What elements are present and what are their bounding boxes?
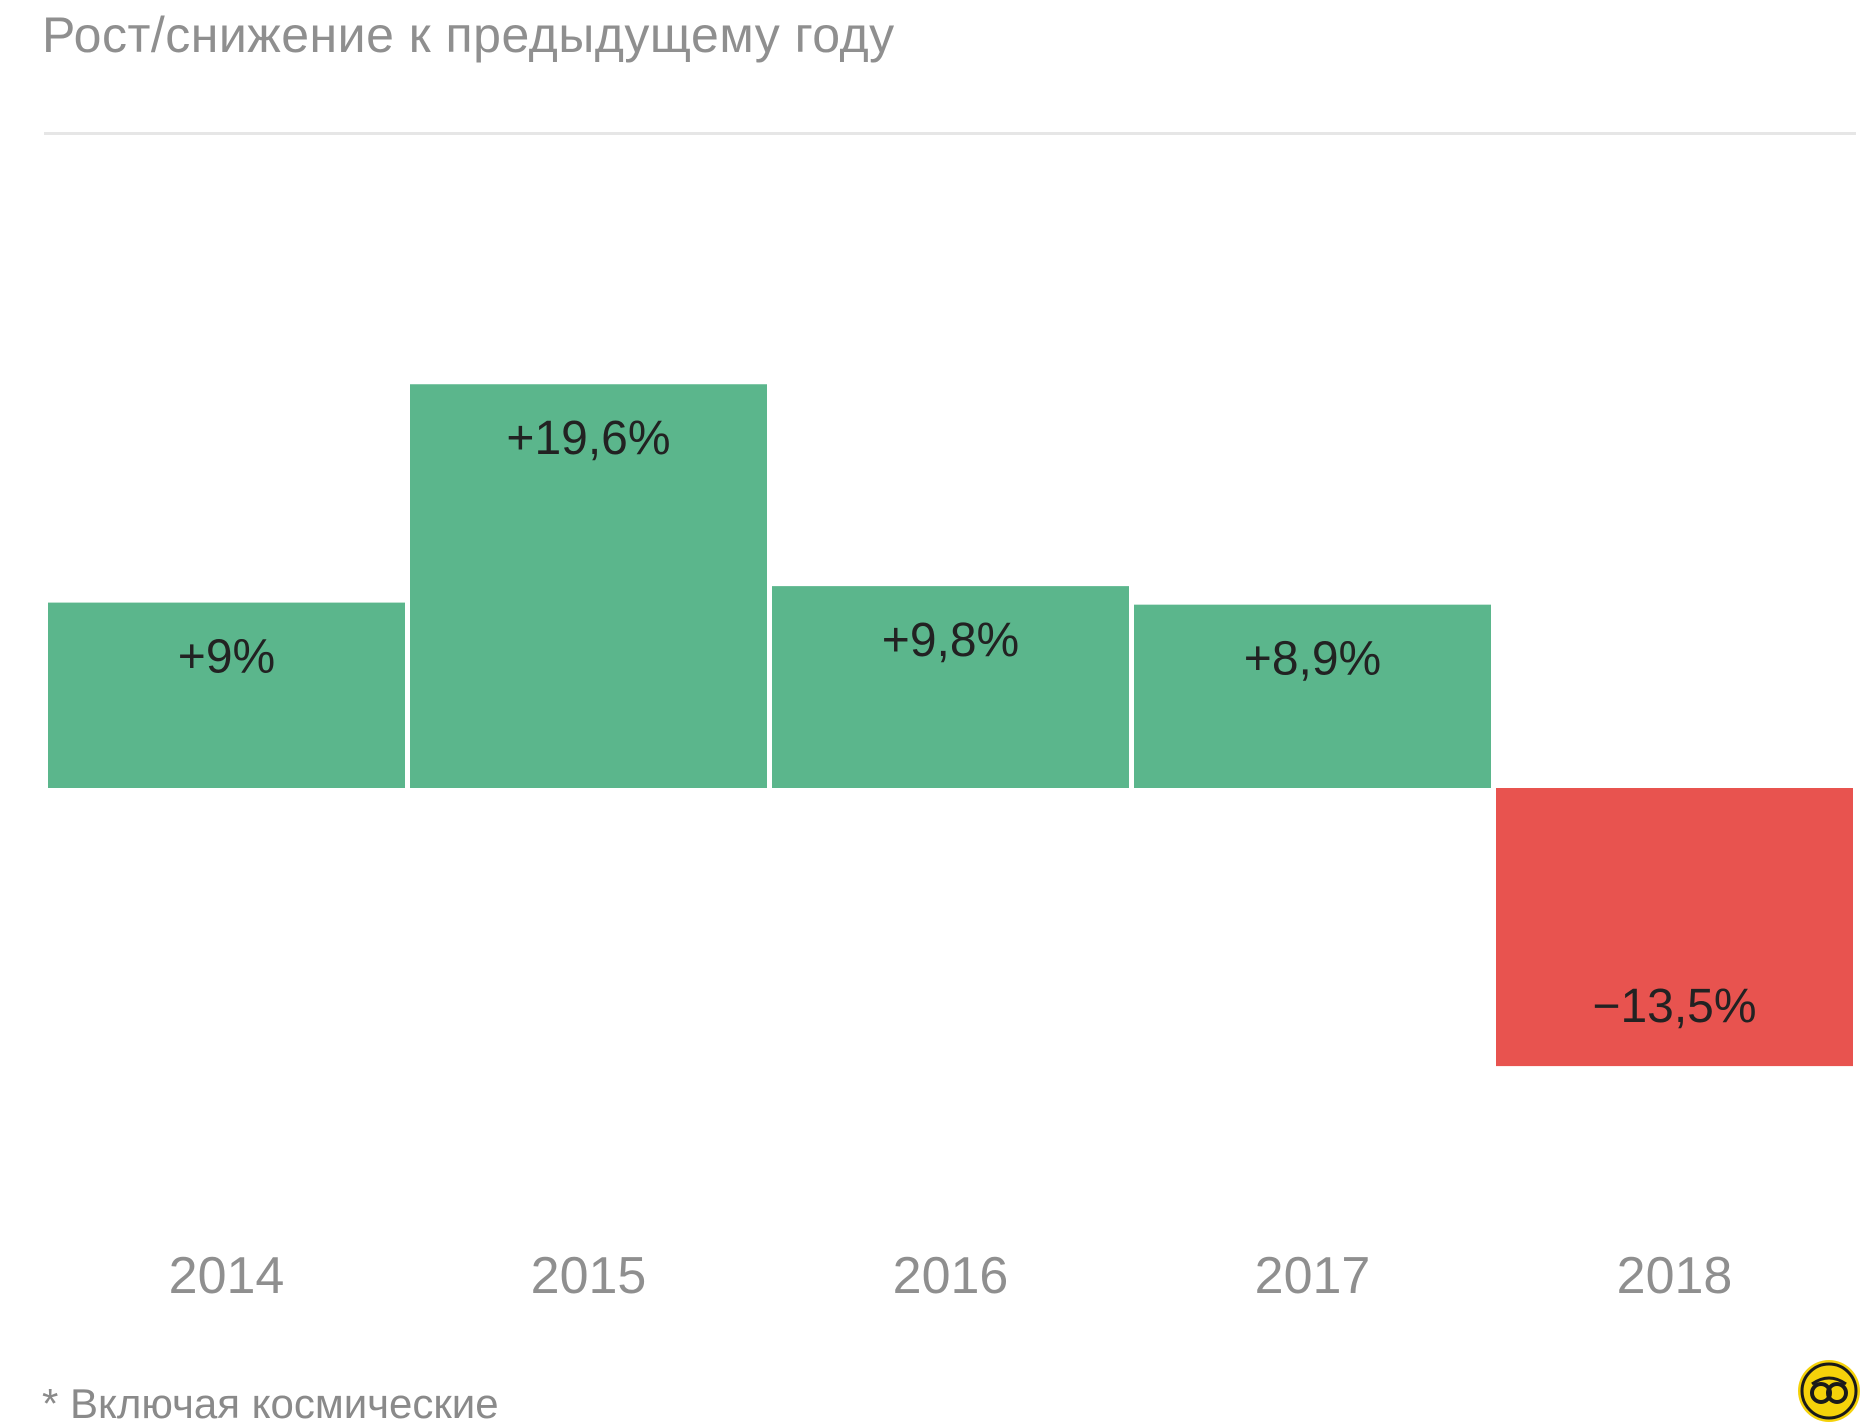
bar-2018 xyxy=(1496,788,1853,1067)
bar-2015 xyxy=(410,384,767,788)
x-tick-label-2016: 2016 xyxy=(893,1247,1009,1305)
bar-2016 xyxy=(772,586,1129,788)
bar-2017 xyxy=(1134,604,1491,788)
bar-2014 xyxy=(48,602,405,788)
chart-title: Рост/снижение к предыдущему году xyxy=(42,7,895,63)
data-label-2016: +9,8% xyxy=(882,614,1019,667)
footnote: * Включая космические xyxy=(42,1380,499,1427)
data-label-2015: +19,6% xyxy=(506,412,670,465)
circular-loops-logo-icon xyxy=(1798,1360,1860,1422)
title-divider xyxy=(44,132,1856,135)
data-label-2017: +8,9% xyxy=(1244,633,1381,686)
x-tick-label-2015: 2015 xyxy=(531,1247,647,1305)
data-label-2014: +9% xyxy=(178,631,275,684)
x-tick-label-2018: 2018 xyxy=(1617,1247,1733,1305)
x-tick-label-2014: 2014 xyxy=(169,1247,285,1305)
data-label-2018: −13,5% xyxy=(1592,980,1756,1033)
x-tick-label-2017: 2017 xyxy=(1255,1247,1371,1305)
